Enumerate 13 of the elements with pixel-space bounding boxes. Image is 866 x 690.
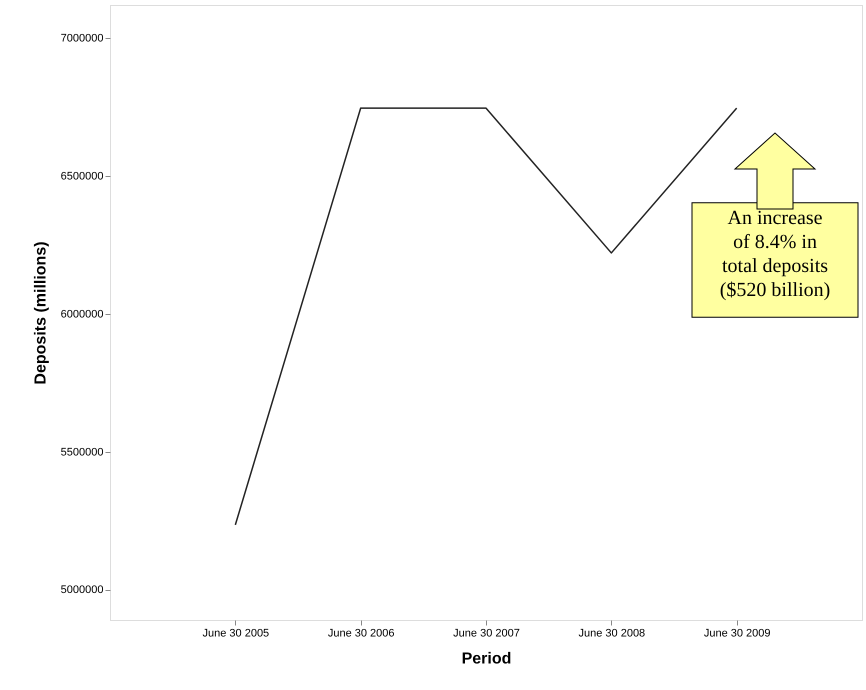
x-tick-label: June 30 2008 xyxy=(578,628,646,640)
y-tick-label: 6000000 xyxy=(60,308,104,320)
x-tick-label: June 30 2006 xyxy=(328,628,395,640)
y-tick-label: 6500000 xyxy=(60,170,104,182)
annotation: An increase of 8.4% in total deposits ($520 billion) xyxy=(720,207,830,301)
y-axis-title: Deposits (millions) xyxy=(32,241,50,385)
x-axis-title: Period xyxy=(462,650,512,668)
y-tick-label: 5500000 xyxy=(60,446,104,458)
x-tick-label: June 30 2007 xyxy=(453,628,520,640)
x-tick-label: June 30 2009 xyxy=(704,628,771,640)
y-tick-label: 7000000 xyxy=(60,32,104,45)
y-tick-label: 5000000 xyxy=(60,584,104,596)
x-tick-label: June 30 2005 xyxy=(202,628,270,640)
